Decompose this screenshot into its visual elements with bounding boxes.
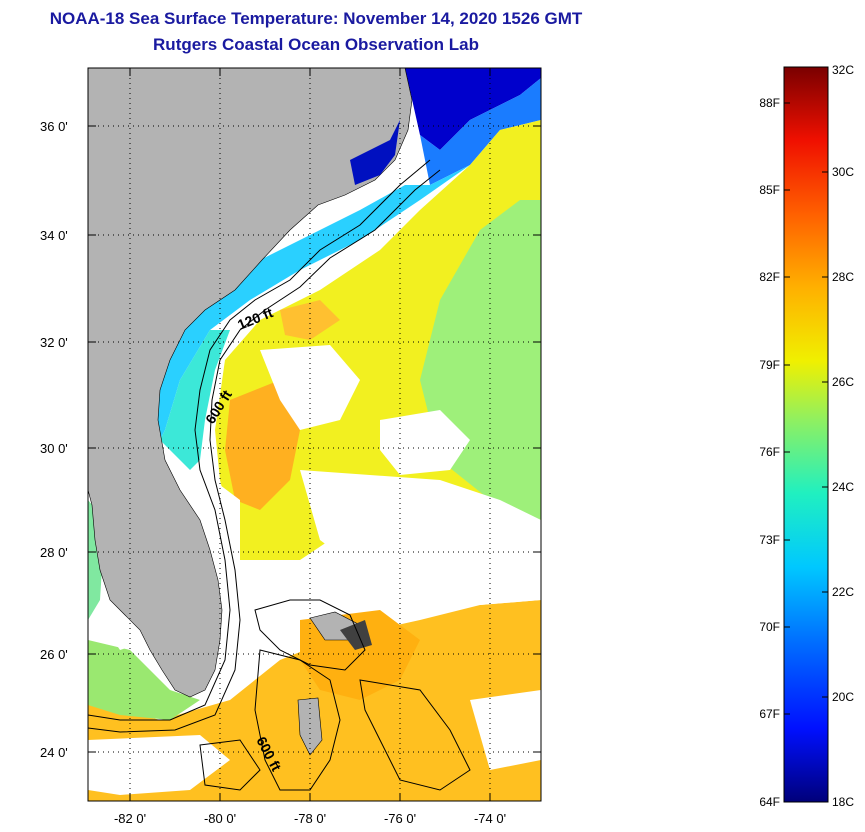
land [88,68,413,756]
colorbar-c-label: 26C [832,375,854,389]
colorbar-c-label: 20C [832,690,854,704]
map-frame [87,67,542,802]
grid-lines [88,68,541,801]
lat-tick-label: 34 0' [40,228,68,243]
colorbar-c-label: 32C [832,63,854,77]
axis-ticks [88,68,541,801]
colorbar-f-label: 88F [759,96,780,110]
colorbar-f-label: 82F [759,270,780,284]
lon-tick-label: -76 0' [384,811,416,826]
chart-subtitle: Rutgers Coastal Ocean Observation Lab [153,35,479,54]
bathymetry-contours [88,159,471,791]
lat-tick-label: 24 0' [40,745,68,760]
lat-tick-label: 28 0' [40,545,68,560]
lat-tick-label: 36 0' [40,119,68,134]
colorbar-c-label: 18C [832,795,854,809]
colorbar-f-label: 76F [759,445,780,459]
colorbar-c-label: 24C [832,480,854,494]
colorbar-f-label: 73F [759,533,780,547]
lon-tick-label: -80 0' [204,811,236,826]
lat-tick-label: 26 0' [40,647,68,662]
lon-tick-label: -74 0' [474,811,506,826]
colorbar-f-label: 79F [759,358,780,372]
colorbar: 88F 85F 82F 79F 76F 73F 70F 67F 64F 32C … [759,63,854,809]
colorbar-f-label: 70F [759,620,780,634]
colorbar-c-label: 30C [832,165,854,179]
colorbar-f-label: 67F [759,707,780,721]
lon-tick-label: -82 0' [114,811,146,826]
colorbar-c-label: 28C [832,270,854,284]
lon-tick-label: -78 0' [294,811,326,826]
colorbar-f-label: 85F [759,183,780,197]
colorbar-f-label: 64F [759,795,780,809]
lat-tick-label: 30 0' [40,441,68,456]
lat-tick-label: 32 0' [40,335,68,350]
chart-title: NOAA-18 Sea Surface Temperature: Novembe… [49,9,583,28]
colorbar-c-label: 22C [832,585,854,599]
colorbar-gradient [783,66,829,803]
